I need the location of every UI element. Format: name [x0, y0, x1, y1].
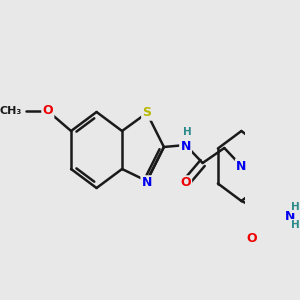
Text: CH₃: CH₃: [0, 106, 22, 116]
Text: N: N: [285, 209, 295, 223]
Text: O: O: [246, 232, 257, 245]
Text: N: N: [236, 160, 247, 172]
Text: O: O: [43, 104, 53, 118]
Text: N: N: [142, 176, 152, 190]
Text: H: H: [291, 220, 300, 230]
Text: H: H: [183, 127, 191, 137]
Text: H: H: [291, 202, 300, 212]
Text: S: S: [142, 106, 151, 119]
Text: N: N: [180, 140, 191, 154]
Text: O: O: [180, 176, 191, 190]
